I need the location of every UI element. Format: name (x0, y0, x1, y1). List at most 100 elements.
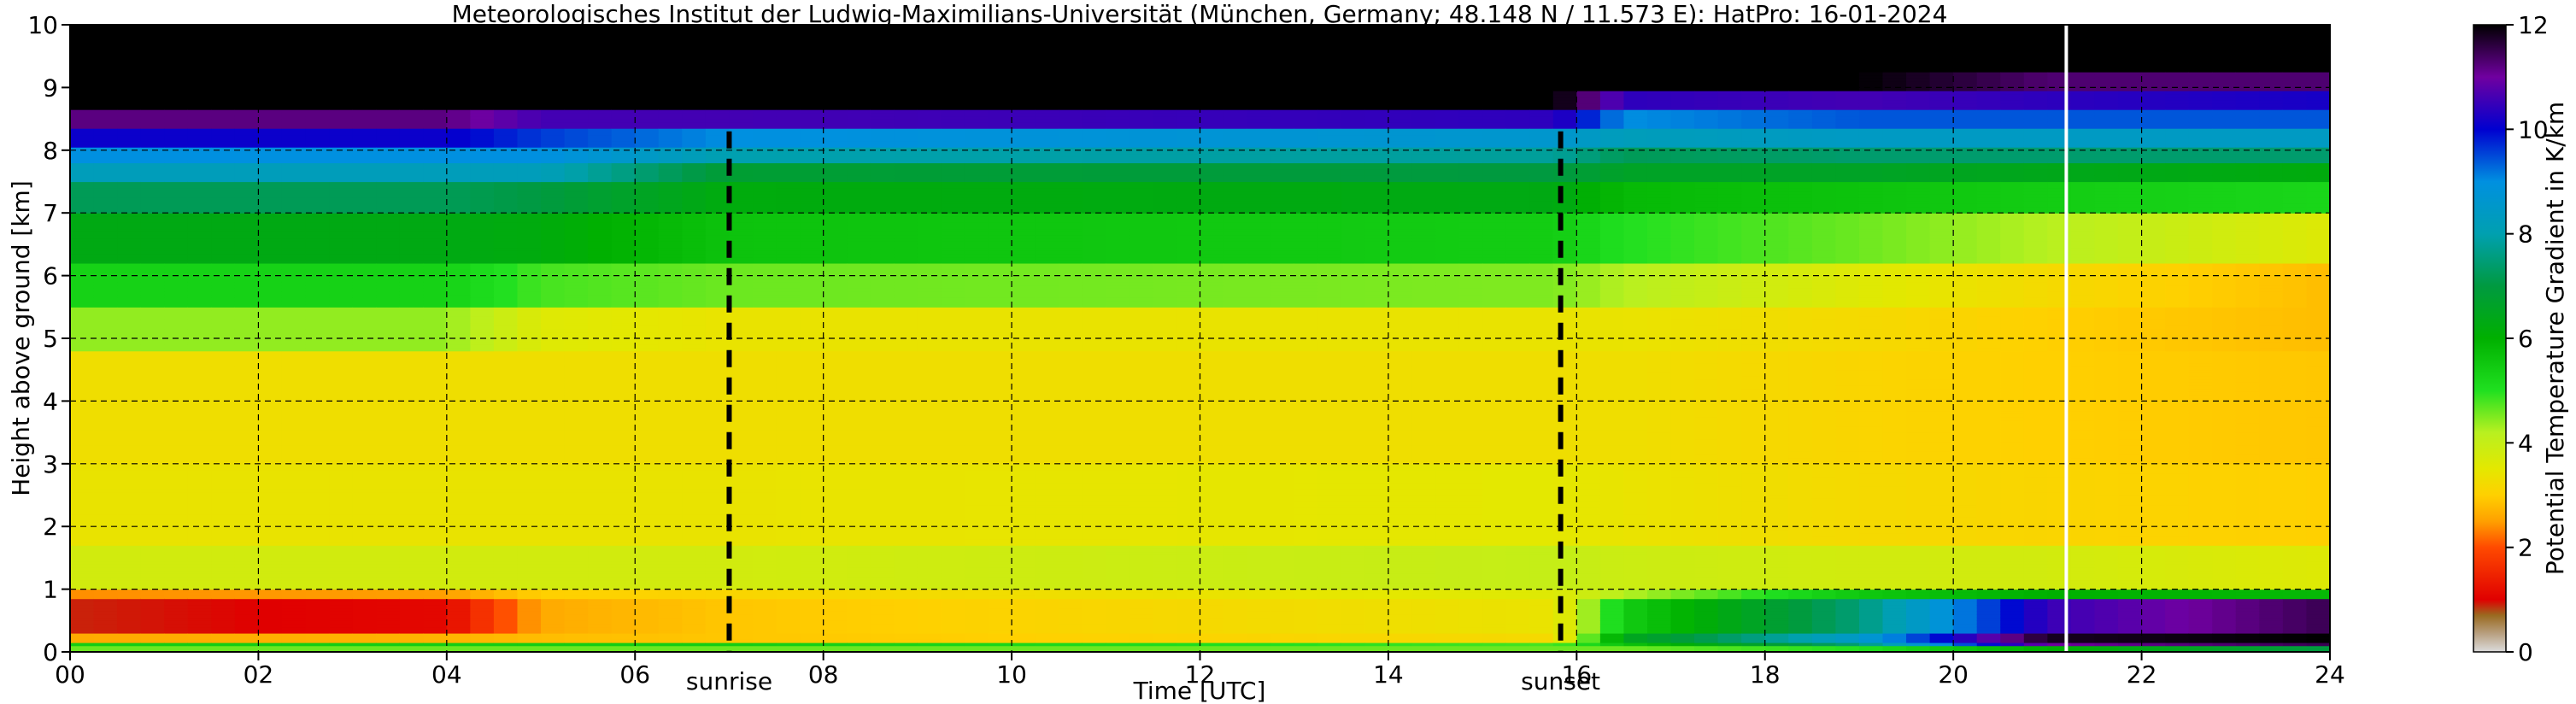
heatmap-cell (188, 285, 212, 289)
heatmap-cell (494, 630, 518, 633)
heatmap-cell (258, 53, 282, 56)
heatmap-cell (211, 577, 235, 580)
heatmap-cell (70, 473, 94, 477)
heatmap-cell (329, 423, 353, 426)
heatmap-cell (635, 451, 659, 455)
heatmap-cell (70, 50, 94, 53)
heatmap-cell (423, 276, 447, 279)
heatmap-cell (117, 395, 141, 398)
heatmap-cell (588, 75, 612, 79)
heatmap-cell (94, 595, 118, 599)
heatmap-cell (94, 179, 118, 182)
heatmap-cell (612, 31, 636, 34)
heatmap-cell (494, 141, 518, 144)
heatmap-cell (376, 197, 400, 201)
heatmap-cell (211, 175, 235, 179)
heatmap-cell (400, 423, 424, 426)
heatmap-cell (470, 620, 494, 624)
heatmap-cell (400, 254, 424, 257)
heatmap-cell (235, 344, 259, 348)
heatmap-cell (376, 577, 400, 580)
heatmap-cell (541, 78, 565, 81)
heatmap-cell (517, 419, 541, 423)
heatmap-cell (400, 169, 424, 173)
heatmap-cell (282, 404, 306, 408)
heatmap-cell (517, 344, 541, 348)
heatmap-cell (117, 401, 141, 404)
heatmap-cell (541, 34, 565, 38)
heatmap-cell (541, 229, 565, 232)
heatmap-cell (188, 357, 212, 361)
heatmap-cell (376, 229, 400, 232)
heatmap-cell (565, 414, 589, 417)
heatmap-cell (635, 213, 659, 216)
heatmap-cell (282, 485, 306, 489)
heatmap-cell (306, 40, 330, 44)
heatmap-cell (353, 511, 377, 514)
heatmap-cell (376, 304, 400, 308)
heatmap-cell (400, 595, 424, 599)
heatmap-cell (517, 109, 541, 113)
heatmap-cell (353, 401, 377, 404)
heatmap-cell (400, 624, 424, 627)
heatmap-cell (588, 244, 612, 248)
heatmap-cell (70, 357, 94, 361)
heatmap-cell (447, 172, 471, 175)
heatmap-cell (306, 520, 330, 524)
heatmap-cell (353, 543, 377, 546)
heatmap-cell (635, 429, 659, 432)
heatmap-cell (400, 361, 424, 364)
heatmap-cell (94, 561, 118, 565)
heatmap-cell (188, 279, 212, 282)
heatmap-cell (282, 611, 306, 614)
heatmap-cell (141, 457, 165, 461)
heatmap-cell (376, 222, 400, 226)
heatmap-cell (447, 451, 471, 455)
heatmap-cell (70, 179, 94, 182)
heatmap-cell (188, 526, 212, 530)
heatmap-cell (94, 344, 118, 348)
heatmap-cell (376, 342, 400, 345)
heatmap-cell (94, 426, 118, 430)
heatmap-cell (494, 291, 518, 295)
heatmap-cell (541, 637, 565, 640)
heatmap-cell (306, 160, 330, 163)
heatmap-cell (635, 344, 659, 348)
heatmap-cell (612, 583, 636, 586)
heatmap-cell (565, 410, 589, 414)
heatmap-cell (94, 637, 118, 640)
heatmap-cell (306, 276, 330, 279)
heatmap-cell (164, 573, 188, 577)
heatmap-cell (258, 316, 282, 320)
heatmap-cell (353, 376, 377, 379)
heatmap-cell (164, 132, 188, 135)
heatmap-cell (470, 554, 494, 558)
heatmap-cell (565, 216, 589, 220)
heatmap-cell (353, 344, 377, 348)
heatmap-cell (211, 326, 235, 329)
heatmap-cell (541, 414, 565, 417)
heatmap-cell (353, 182, 377, 185)
heatmap-cell (541, 533, 565, 537)
heatmap-cell (400, 144, 424, 147)
heatmap-cell (494, 310, 518, 314)
heatmap-cell (400, 414, 424, 417)
heatmap-cell (94, 417, 118, 420)
heatmap-cell (70, 395, 94, 398)
heatmap-cell (329, 156, 353, 160)
heatmap-cell (329, 238, 353, 242)
heatmap-cell (588, 639, 612, 642)
heatmap-cell (470, 630, 494, 633)
heatmap-cell (188, 419, 212, 423)
heatmap-cell (541, 590, 565, 593)
heatmap-cell (117, 344, 141, 348)
heatmap-cell (494, 109, 518, 113)
heatmap-cell (400, 554, 424, 558)
heatmap-cell (70, 564, 94, 567)
heatmap-cell (258, 267, 282, 270)
heatmap-cell (188, 618, 212, 621)
heatmap-cell (423, 496, 447, 499)
heatmap-cell (235, 72, 259, 75)
heatmap-cell (612, 207, 636, 210)
heatmap-cell (282, 389, 306, 392)
